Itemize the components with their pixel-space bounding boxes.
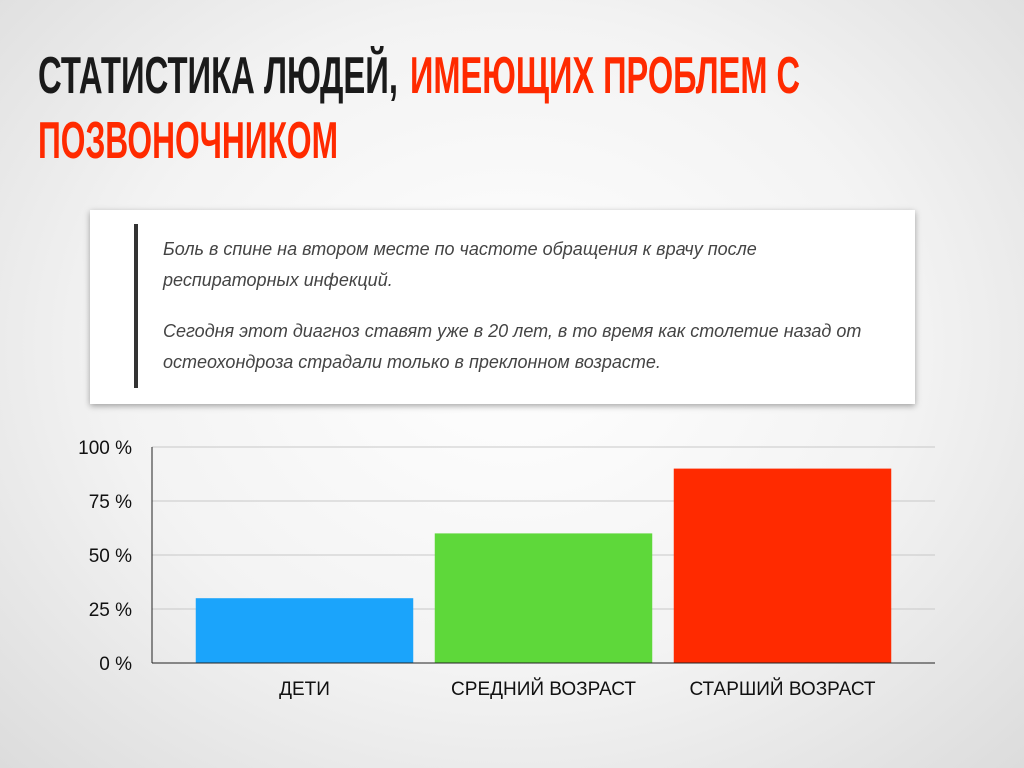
title-area: СТАТИСТИКА ЛЮДЕЙ, ИМЕЮЩИХ ПРОБЛЕМ С ПОЗВ… [38,46,800,170]
title-line: СТАТИСТИКА ЛЮДЕЙ, ИМЕЮЩИХ ПРОБЛЕМ С [38,46,800,105]
quote-box [90,210,915,404]
y-tick-label: 0 % [99,654,132,675]
bar [434,533,653,663]
bar [673,468,892,663]
x-tick-label: СТАРШИЙ ВОЗРАСТ [689,678,875,700]
title-red: ПОЗВОНОЧНИКОМ [38,112,338,170]
x-tick-label: СРЕДНИЙ ВОЗРАСТ [451,678,636,700]
y-tick-label: 75 % [89,492,132,513]
quote-text: Сегодня этот диагноз ставят уже в 20 лет… [163,321,862,372]
x-tick-label: ДЕТИ [279,679,330,700]
quote-text: Боль в спине на втором месте по частоте … [163,239,757,290]
quote-bar [134,224,138,388]
y-tick-label: 100 % [78,438,132,459]
y-tick-label: 50 % [89,546,132,567]
title-dark: СТАТИСТИКА ЛЮДЕЙ, [38,46,398,105]
y-tick-label: 25 % [89,600,132,621]
bar [195,598,414,663]
title-red: ИМЕЮЩИХ ПРОБЛЕМ С [410,47,800,105]
